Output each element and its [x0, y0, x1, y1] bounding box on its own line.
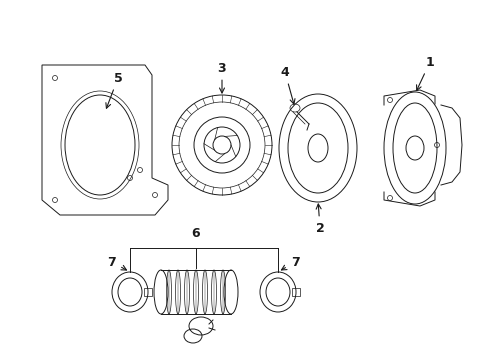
Text: 1: 1 [416, 55, 433, 90]
Text: 3: 3 [217, 62, 226, 93]
Text: 4: 4 [280, 66, 294, 104]
Text: 7: 7 [281, 256, 299, 270]
Text: 5: 5 [106, 72, 122, 108]
Text: 6: 6 [191, 227, 200, 240]
Bar [291, 288, 299, 296]
Bar [143, 288, 152, 296]
Text: 7: 7 [107, 256, 126, 270]
Text: 2: 2 [315, 204, 324, 234]
